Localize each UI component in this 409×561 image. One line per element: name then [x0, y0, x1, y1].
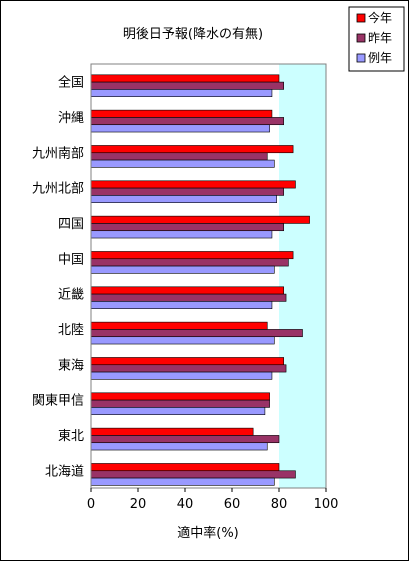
category-label-4: 九州北部 — [32, 182, 84, 197]
bar-11-3 — [90, 442, 268, 451]
bar-5-3 — [90, 230, 273, 239]
legend-label-2: 昨年 — [368, 31, 392, 45]
bar-4-1 — [90, 180, 296, 189]
x-tick-label-2: 20 — [130, 497, 147, 512]
category-label-7: 近畿 — [58, 288, 84, 303]
bar-6-2 — [90, 258, 289, 267]
bar-10-3 — [90, 407, 266, 415]
bar-9-2 — [90, 364, 287, 373]
bar-2-3 — [90, 124, 270, 133]
x-tick-label-6: 100 — [314, 497, 339, 512]
category-label-3: 九州南部 — [32, 145, 84, 161]
bar-6-1 — [90, 251, 294, 260]
bar-7-3 — [90, 301, 273, 309]
category-label-1: 全国 — [58, 75, 84, 91]
bar-11-2 — [90, 435, 280, 444]
bar-12-1 — [90, 463, 280, 472]
bar-8-1 — [90, 321, 268, 330]
bar-9-1 — [90, 357, 284, 366]
category-label-11: 東北 — [58, 428, 84, 444]
x-tick-label-4: 60 — [224, 497, 241, 512]
bar-2-2 — [90, 117, 284, 126]
legend-swatch-3 — [356, 53, 366, 63]
x-tick-label-3: 40 — [177, 497, 194, 512]
bar-8-2 — [90, 329, 303, 338]
bar-10-2 — [90, 399, 270, 408]
bar-5-2 — [90, 223, 284, 232]
shaded-band — [279, 64, 326, 488]
bar-10-1 — [90, 392, 270, 401]
category-label-6: 中国 — [58, 252, 84, 267]
bar-4-2 — [90, 187, 284, 196]
chart-title: 明後日予報(降水の有無) — [123, 27, 263, 42]
x-tick-label-1: 0 — [87, 497, 95, 512]
category-label-12: 北海道 — [45, 464, 84, 479]
bar-1-1 — [90, 74, 280, 83]
bar-2-1 — [90, 109, 273, 118]
legend-swatch-1 — [356, 13, 366, 23]
bar-3-3 — [90, 159, 275, 168]
bar-5-1 — [90, 215, 310, 224]
x-axis-label: 適中率(%) — [177, 525, 239, 541]
category-label-10: 関東甲信 — [32, 393, 84, 409]
legend-label-1: 今年 — [368, 10, 392, 25]
bar-7-2 — [90, 293, 287, 302]
category-label-5: 四国 — [58, 217, 84, 232]
bar-6-3 — [90, 265, 275, 274]
x-tick-label-5: 80 — [271, 497, 288, 512]
plot-border — [90, 63, 327, 489]
category-label-2: 沖縄 — [58, 111, 84, 126]
legend-label-3: 例年 — [368, 51, 392, 65]
bar-4-3 — [90, 195, 277, 203]
bar-12-2 — [90, 470, 296, 479]
bar-1-2 — [90, 81, 284, 90]
bar-11-1 — [90, 427, 254, 436]
legend-swatch-2 — [356, 33, 366, 43]
category-label-8: 北陸 — [58, 322, 84, 338]
bar-8-3 — [90, 336, 275, 345]
bar-3-2 — [90, 152, 268, 161]
bar-1-3 — [90, 89, 273, 98]
bar-12-3 — [90, 477, 275, 486]
bar-3-1 — [90, 145, 294, 154]
bar-9-3 — [90, 371, 273, 380]
category-label-9: 東海 — [58, 357, 84, 373]
bar-7-1 — [90, 286, 284, 295]
